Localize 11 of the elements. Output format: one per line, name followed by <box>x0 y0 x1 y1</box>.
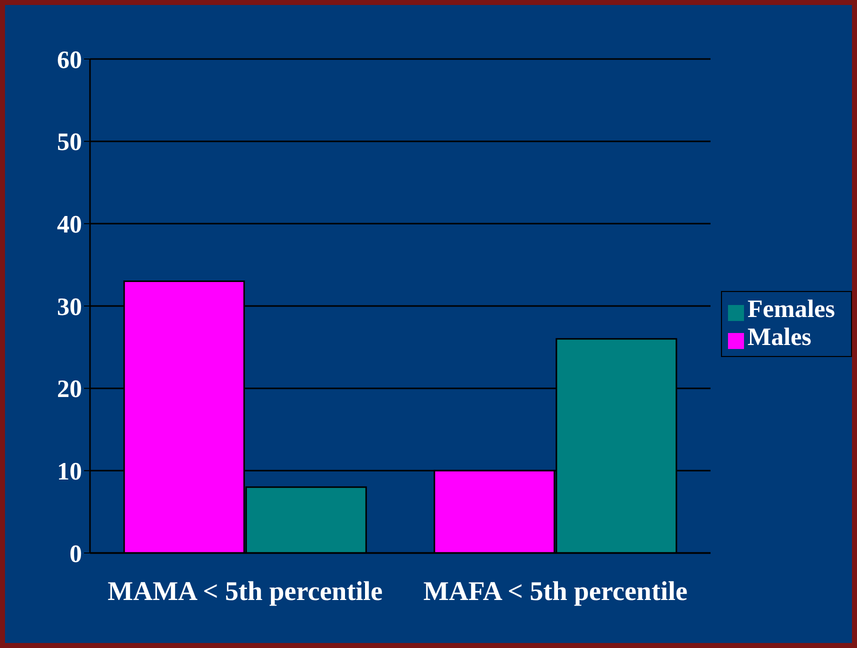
x-tick-label: MAMA < 5th percentile <box>108 576 383 606</box>
legend-label: Males <box>748 324 812 351</box>
x-tick-label: MAFA < 5th percentile <box>423 576 688 606</box>
y-tick-label: 20 <box>57 376 82 404</box>
y-tick-label: 10 <box>57 458 82 486</box>
y-tick-label: 60 <box>57 46 82 74</box>
y-tick-label: 30 <box>57 294 82 321</box>
legend-label: Females <box>748 296 835 323</box>
y-tick-label: 50 <box>57 129 82 156</box>
y-tick-label: 40 <box>57 212 82 239</box>
y-tick-label: 0 <box>70 540 82 568</box>
